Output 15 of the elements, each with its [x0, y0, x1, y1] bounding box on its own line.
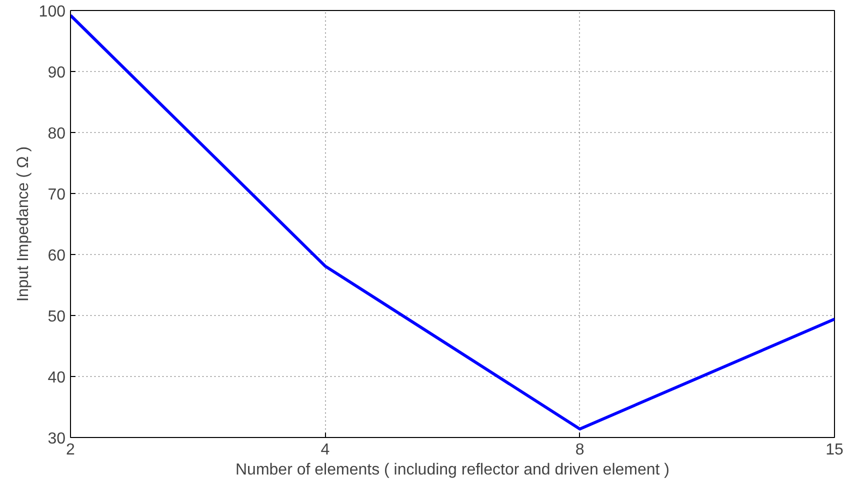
x-tick-label: 2	[66, 442, 76, 458]
x-axis-title: Number of elements ( including reflector and driven element )	[236, 462, 670, 478]
x-tick-label: 15	[826, 442, 844, 458]
y-axis-title: Input Impedance ( Ω )	[14, 146, 32, 302]
x-tick-label: 8	[575, 442, 584, 458]
y-tick-label: 50	[48, 308, 66, 326]
y-tick-label: 40	[48, 370, 66, 386]
y-tick-label: 80	[48, 126, 66, 142]
y-tick-label: 60	[48, 248, 66, 264]
y-tick-label: 70	[48, 186, 66, 204]
y-tick-label: 30	[48, 430, 66, 448]
y-tick-label: 100	[38, 4, 66, 20]
y-tick-label: 90	[48, 64, 66, 82]
line-series	[70, 14, 834, 430]
x-tick-label: 4	[320, 442, 330, 458]
